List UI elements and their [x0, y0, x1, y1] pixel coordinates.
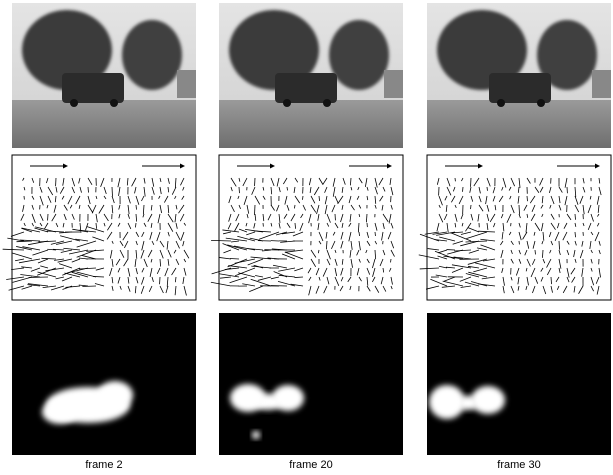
- wheel: [497, 99, 505, 107]
- road: [427, 100, 611, 148]
- arrow: [295, 223, 296, 229]
- building: [384, 70, 403, 98]
- mask-blob: [254, 394, 282, 410]
- photo: [427, 3, 611, 148]
- wheel: [110, 99, 118, 107]
- arrow: [88, 187, 89, 193]
- arrow: [302, 196, 303, 200]
- mask-blob: [252, 431, 260, 439]
- mask-blob: [458, 396, 478, 410]
- tree: [329, 20, 389, 90]
- wheel: [283, 99, 291, 107]
- wheel: [537, 99, 545, 107]
- mask-blob: [42, 400, 78, 424]
- arrow: [29, 277, 48, 278]
- mask-bg: [427, 313, 611, 455]
- panel: frame 30: [419, 3, 611, 471]
- road: [12, 100, 196, 148]
- arrow: [519, 205, 520, 214]
- arrow: [136, 205, 137, 210]
- arrow: [319, 196, 320, 201]
- road: [219, 100, 403, 148]
- arrow: [135, 223, 136, 227]
- building: [177, 70, 196, 98]
- mask: [427, 313, 611, 455]
- arrow: [359, 232, 360, 236]
- arrow: [559, 241, 560, 250]
- van: [275, 73, 337, 103]
- arrow: [287, 187, 288, 190]
- caption: frame 2: [85, 459, 122, 471]
- flow-frame: [219, 155, 403, 300]
- mask: [219, 313, 403, 455]
- flow-field: [419, 155, 611, 300]
- wheel: [323, 99, 331, 107]
- arrow: [575, 214, 576, 220]
- flow-field: [3, 155, 196, 300]
- arrow: [575, 232, 576, 237]
- panel: frame 2: [3, 3, 196, 471]
- wheel: [70, 99, 78, 107]
- van: [489, 73, 551, 103]
- photo: [219, 3, 403, 148]
- arrow: [294, 205, 295, 208]
- flow-field: [211, 155, 403, 300]
- mask-bg: [219, 313, 403, 455]
- mask-blob: [97, 381, 133, 409]
- arrow: [551, 277, 552, 284]
- arrow: [542, 250, 543, 258]
- tree: [122, 20, 182, 90]
- mask: [12, 313, 196, 455]
- panel: frame 20: [211, 3, 403, 471]
- van: [62, 73, 124, 103]
- arrow: [295, 277, 303, 278]
- flow-frame: [12, 155, 196, 300]
- figure: frame 2 frame 20 frame 30: [0, 0, 613, 475]
- caption: frame 30: [497, 459, 540, 471]
- photo: [12, 3, 196, 148]
- arrow: [93, 276, 104, 277]
- caption: frame 20: [289, 459, 332, 471]
- building: [592, 70, 611, 98]
